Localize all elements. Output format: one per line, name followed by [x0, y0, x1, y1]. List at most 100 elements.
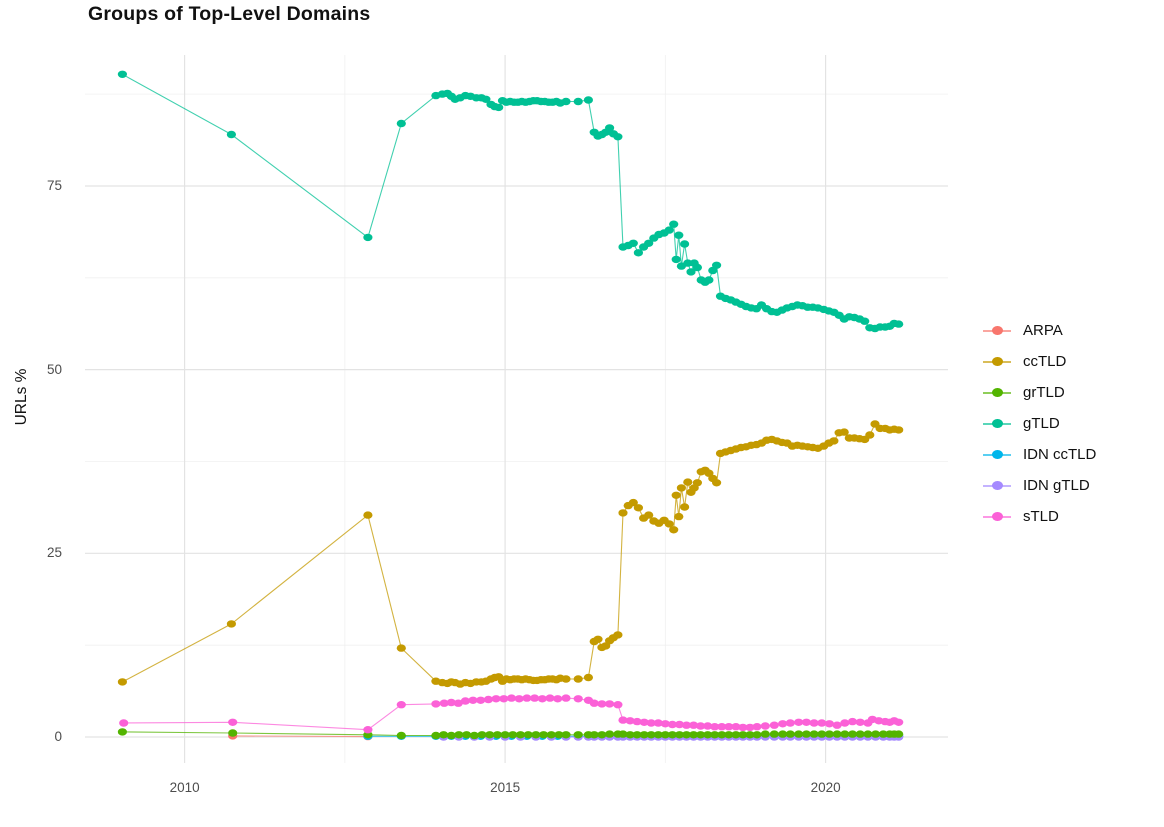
data-point	[738, 723, 748, 732]
legend-item-idn-cctld: IDN ccTLD	[983, 439, 1096, 470]
data-point	[669, 220, 679, 228]
data-point	[696, 731, 706, 739]
data-point	[832, 721, 842, 729]
data-point	[573, 695, 583, 703]
data-point	[692, 479, 703, 487]
data-point	[561, 675, 571, 683]
data-point	[703, 722, 713, 730]
data-point	[894, 718, 904, 726]
data-point	[646, 731, 656, 739]
data-point	[618, 509, 628, 517]
data-point	[117, 70, 127, 79]
data-point	[632, 731, 642, 739]
series-line	[122, 73, 899, 330]
data-point	[710, 723, 720, 731]
legend-key-icon	[983, 346, 1011, 377]
data-point	[618, 716, 628, 724]
data-point	[639, 731, 649, 739]
data-point	[554, 731, 564, 739]
series-stld	[119, 694, 904, 734]
data-point	[462, 731, 472, 739]
data-point	[724, 723, 734, 731]
data-point	[597, 700, 607, 708]
data-point	[712, 479, 722, 487]
data-point	[625, 717, 635, 725]
data-point	[680, 503, 690, 511]
y-tick-label: 75	[46, 177, 62, 193]
data-point	[794, 730, 804, 738]
legend-key-icon	[983, 315, 1011, 346]
data-point	[674, 720, 685, 729]
data-point	[681, 721, 692, 729]
data-point	[539, 731, 549, 739]
data-point	[605, 124, 615, 132]
data-point	[469, 731, 479, 740]
data-point	[593, 635, 603, 643]
data-point	[717, 731, 727, 739]
data-point	[491, 695, 501, 703]
data-point	[860, 317, 870, 325]
data-point	[453, 699, 463, 707]
data-point	[119, 719, 129, 727]
data-point	[632, 717, 642, 726]
data-point	[561, 694, 571, 702]
data-point	[752, 723, 762, 731]
data-point	[583, 96, 594, 104]
data-point	[760, 730, 770, 738]
legend-key-icon	[983, 377, 1011, 408]
data-point	[674, 231, 684, 239]
data-point	[671, 491, 681, 499]
data-point	[676, 484, 687, 492]
data-point	[561, 731, 571, 739]
data-point	[483, 695, 493, 704]
series-cctld	[117, 420, 904, 688]
data-point	[785, 719, 795, 727]
legend-label: gTLD	[1023, 415, 1060, 432]
data-point	[628, 498, 638, 507]
data-point	[689, 721, 699, 729]
legend-label: ARPA	[1023, 322, 1063, 339]
data-point	[847, 730, 858, 738]
series-gtld	[117, 70, 904, 333]
data-point	[809, 719, 819, 727]
data-point	[745, 731, 755, 739]
data-point	[573, 97, 583, 106]
data-point	[605, 730, 615, 738]
data-point	[605, 700, 615, 708]
data-point	[686, 268, 696, 276]
data-point	[499, 695, 509, 703]
data-point	[477, 731, 487, 739]
data-point	[824, 720, 835, 728]
data-point	[809, 730, 819, 738]
data-point	[689, 731, 699, 739]
data-point	[683, 259, 693, 267]
data-point	[674, 731, 685, 739]
data-point	[439, 699, 449, 707]
data-point	[494, 103, 504, 112]
data-point	[583, 673, 594, 682]
data-point	[514, 695, 524, 703]
data-point	[894, 730, 904, 738]
legend-item-cctld: ccTLD	[983, 346, 1096, 377]
legend-label: IDN gTLD	[1023, 477, 1090, 494]
data-point	[460, 697, 470, 705]
data-point	[476, 696, 486, 704]
data-point	[769, 730, 779, 738]
y-tick-label: 50	[46, 361, 62, 377]
x-tick-label: 2015	[490, 780, 521, 795]
legend: ARPA ccTLD grTLD gTLD IDN ccTLD IDN gTLD sTLD	[983, 315, 1096, 532]
data-point	[618, 730, 628, 738]
data-point	[847, 717, 858, 726]
data-point	[778, 730, 788, 738]
data-point	[704, 276, 714, 284]
data-point	[878, 730, 888, 738]
data-point	[485, 731, 495, 739]
data-point	[597, 731, 607, 739]
data-point	[832, 730, 842, 738]
data-point	[439, 731, 449, 739]
legend-label: sTLD	[1023, 508, 1059, 525]
data-point	[794, 718, 804, 726]
data-point	[363, 233, 373, 242]
legend-item-stld: sTLD	[983, 501, 1096, 532]
